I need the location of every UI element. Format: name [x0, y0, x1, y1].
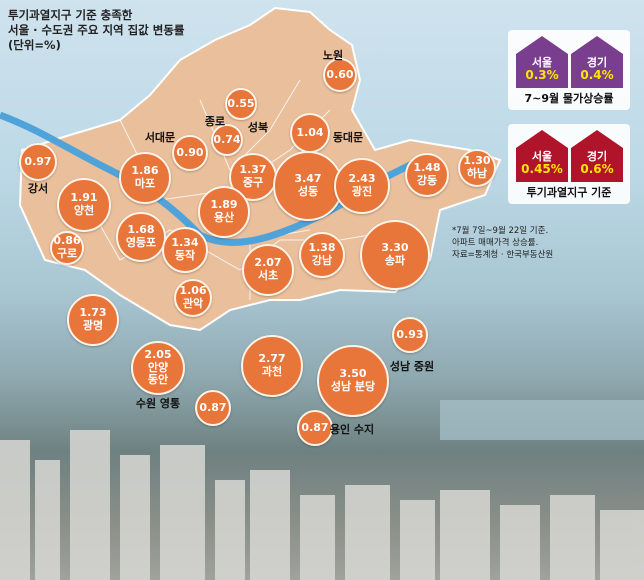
bubble-value: 1.73: [79, 306, 107, 320]
bubble-label: 강동: [416, 174, 438, 187]
district-bubble: 2.05 안양 동안: [131, 341, 185, 395]
bubble-value: 1.68: [127, 223, 155, 237]
district-bubble: 1.91 양천: [57, 178, 111, 232]
bubble-value: 0.97: [24, 154, 52, 168]
district-bubble: 0.97: [19, 143, 57, 181]
bubble-value: 0.74: [213, 132, 241, 146]
bubble-value: 3.47: [294, 172, 322, 186]
district-bubble: 1.04: [290, 113, 330, 153]
bubble-label: 하남: [466, 167, 488, 180]
district-bubble: 0.86 구로: [50, 231, 84, 265]
bubble-label: 광명: [82, 319, 104, 332]
district-bubble: 0.87: [195, 390, 231, 426]
bubble-value: 1.86: [131, 164, 159, 178]
bubble-label: 성남 분당: [330, 380, 376, 393]
region-label: 성남 중원: [389, 360, 435, 373]
district-bubble: 3.30 송파: [360, 220, 430, 290]
house-icon: 서울 0.3%: [516, 36, 568, 88]
region-label: 노원: [322, 49, 344, 62]
district-bubble: 1.30 하남: [458, 149, 496, 187]
district-bubble: 0.55: [225, 88, 257, 120]
bubble-label: 용산: [213, 211, 235, 224]
district-bubble: 0.90: [172, 135, 208, 171]
bubble-value: 1.37: [239, 163, 267, 177]
bubble-value: 1.38: [308, 241, 336, 255]
district-bubble: 0.93: [392, 317, 428, 353]
district-bubble: 1.34 동작: [162, 227, 208, 273]
bubble-value: 1.34: [171, 236, 199, 250]
bubble-label: 마포: [134, 177, 156, 190]
region-label: 수원 영통: [135, 397, 181, 410]
bubble-label: 동안: [147, 373, 169, 387]
bubble-label: 광진: [351, 185, 373, 198]
footnote: *7월 7일~9월 22일 기준. 아파트 매매가격 상승률. 자료=통계청 ·…: [452, 226, 554, 260]
bubble-label: 송파: [384, 254, 406, 267]
bubble-label: 구로: [56, 247, 78, 260]
bubble-label: 과천: [261, 365, 283, 378]
district-bubble: 1.38 강남: [299, 232, 345, 278]
region-label: 서대문: [144, 131, 176, 144]
district-bubble: 2.77 과천: [241, 335, 303, 397]
district-bubble: 0.60: [323, 58, 357, 92]
district-bubble: 3.47 성동: [273, 151, 343, 221]
bubble-value: 2.77: [258, 352, 286, 366]
bubble-label: 성동: [297, 185, 319, 198]
region-label: 성북: [247, 121, 269, 134]
bubble-value: 1.89: [210, 198, 238, 212]
bubble-value: 2.05: [144, 348, 172, 362]
district-bubble: 0.87: [297, 410, 333, 446]
house-icon: 경기 0.6%: [571, 130, 623, 182]
bubble-value: 2.07: [254, 256, 282, 270]
map-title: 투기과열지구 기준 충족한 서울 · 수도권 주요 지역 집값 변동률 (단위=…: [8, 8, 185, 52]
bubble-value: 1.48: [413, 161, 441, 175]
house-icon: 경기 0.4%: [571, 36, 623, 88]
bubble-value: 1.06: [179, 284, 207, 298]
district-bubble: 1.89 용산: [198, 186, 250, 238]
district-bubble: 3.50 성남 분당: [317, 345, 389, 417]
district-bubble: 1.73 광명: [67, 294, 119, 346]
bubble-value: 3.50: [339, 367, 367, 381]
bubble-value: 0.87: [301, 420, 329, 434]
speculation-panel: 서울 0.45% 경기 0.6% 투기과열지구 기준: [508, 124, 630, 204]
bubble-value: 0.60: [326, 67, 354, 81]
bubble-label: 중구: [242, 176, 264, 189]
district-bubble: 0.74: [211, 124, 243, 156]
bubble-value: 0.90: [176, 145, 204, 159]
bubble-value: 2.43: [348, 172, 376, 186]
district-bubble: 1.86 마포: [119, 152, 171, 204]
region-label: 종로: [204, 115, 226, 128]
bubble-value: 0.55: [227, 96, 255, 110]
city-skyline-photo: [0, 400, 644, 580]
region-label: 동대문: [332, 131, 364, 144]
region-label: 용인 수지: [329, 423, 375, 436]
district-bubble: 2.07 서초: [242, 244, 294, 296]
bubble-label: 안양: [147, 360, 169, 374]
district-bubble: 1.68 영등포: [116, 212, 166, 262]
district-bubble: 1.48 강동: [405, 153, 449, 197]
bubble-value: 0.93: [396, 327, 424, 341]
bubble-value: 0.87: [199, 400, 227, 414]
bubble-label: 동작: [174, 249, 196, 262]
bubble-label: 서초: [257, 269, 279, 282]
bubble-label: 관악: [182, 297, 204, 310]
bubble-value: 0.86: [53, 234, 81, 248]
bubble-label: 영등포: [125, 236, 157, 249]
district-bubble: 1.06 관악: [174, 279, 212, 317]
house-icon: 서울 0.45%: [516, 130, 568, 182]
bubble-value: 1.30: [463, 154, 491, 168]
bubble-value: 1.04: [296, 125, 324, 139]
inflation-panel: 서울 0.3% 경기 0.4% 7~9월 물가상승률: [508, 30, 630, 110]
region-label: 강서: [27, 182, 49, 195]
bubble-label: 강남: [311, 254, 333, 267]
bubble-label: 양천: [73, 204, 95, 217]
bubble-value: 3.30: [381, 241, 409, 255]
district-bubble: 2.43 광진: [334, 158, 390, 214]
bubble-value: 1.91: [70, 191, 98, 205]
